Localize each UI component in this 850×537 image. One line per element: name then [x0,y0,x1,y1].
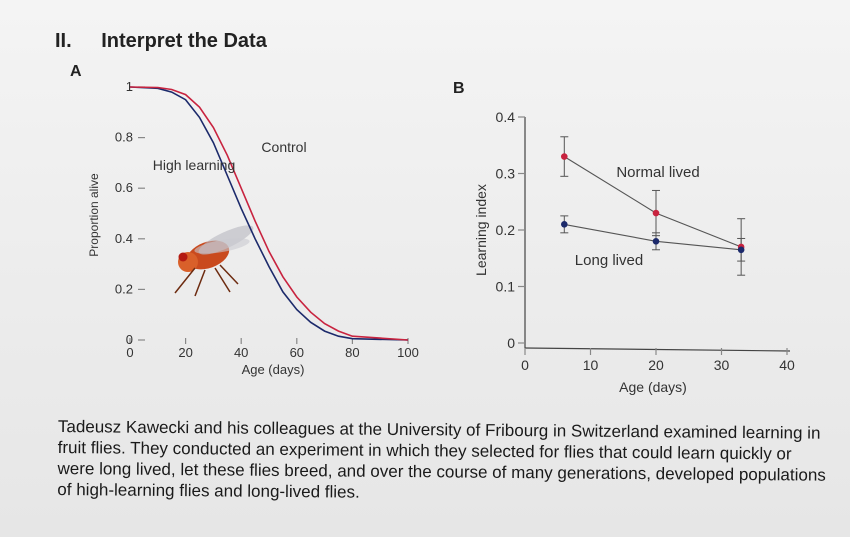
series-label-high-learning: High learning [153,157,236,173]
y-tick-label-a: 0 [126,332,133,347]
y-tick-label-a: 1 [126,79,133,94]
y-tick-label-a: 0.6 [115,180,133,195]
x-tick-label-b: 10 [583,357,599,373]
x-axis-line-b [524,347,791,352]
x-tick-label-a: 100 [397,345,419,360]
series-label-long-lived: Long lived [575,252,643,269]
x-tick-label-a: 80 [345,345,359,360]
x-axis-label-a: Age (days) [242,362,305,377]
data-point-long-lived [652,238,660,245]
x-tick-label-a: 20 [178,345,192,360]
x-tick-label-a: 60 [290,345,304,360]
section-number: II. [55,30,72,52]
y-axis-label-b: Learning index [473,184,489,276]
description-paragraph: Tadeusz Kawecki and his colleagues at th… [57,416,826,502]
x-tick-label-a: 0 [126,345,133,360]
y-tick-label-b: 0.2 [496,222,516,238]
y-tick-label-b: 0.3 [496,166,516,182]
data-point-long-lived [737,246,745,254]
y-tick-label-b: 0.1 [496,279,516,295]
x-tick-label-b: 40 [779,357,795,373]
panel-a-label: A [70,63,82,80]
x-tick-label-a: 40 [234,345,248,360]
x-tick-label-b: 20 [648,357,664,373]
panel-b-label: B [453,80,465,97]
x-tick-label-b: 30 [714,357,730,373]
x-axis-label-b: Age (days) [619,379,687,395]
series-line-a-0 [129,86,409,341]
y-tick-label-b: 0.4 [496,109,516,125]
fruit-fly-image [174,225,254,297]
series-line-a-1 [129,86,409,341]
series-label-normal-lived: Normal lived [616,164,699,181]
data-point-long-lived [561,221,568,228]
y-tick-label-b: 0 [507,335,515,351]
data-point-normal-lived [652,209,660,217]
section-heading: II. Interpret the Data [55,30,267,53]
series-label-control: Control [261,139,306,155]
y-axis-label-a: Proportion alive [87,173,101,257]
section-title: Interpret the Data [101,30,267,52]
y-tick-label-a: 0.8 [115,130,133,145]
x-tick-label-b: 0 [521,357,529,373]
y-tick-label-a: 0.2 [115,281,133,296]
series-line-b-1 [564,223,742,251]
y-tick-label-a: 0.4 [115,231,133,246]
data-point-normal-lived [561,153,568,160]
